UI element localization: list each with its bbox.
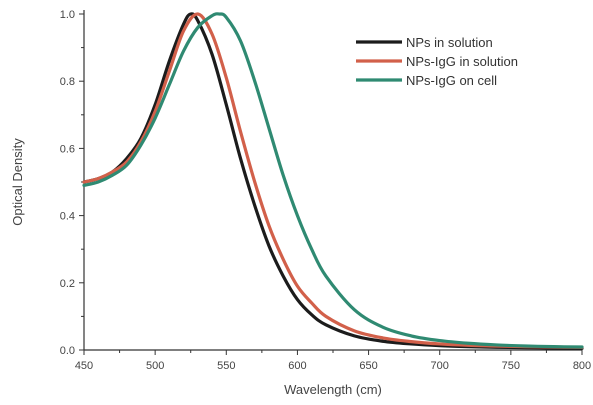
x-tick-label: 450 — [75, 360, 93, 372]
y-tick-label: 0.6 — [60, 143, 75, 155]
x-tick-label: 800 — [573, 360, 591, 372]
legend: NPs in solution NPs-IgG in solution NPs-Ig… — [356, 35, 518, 88]
x-tick-label: 500 — [146, 360, 164, 372]
ticks: 450 500 550 600 650 700 750 800 0.0 0.2 0.4 0.6 0.8 1… — [60, 9, 591, 372]
y-tick-label: 0.4 — [60, 211, 75, 223]
x-axis-label: Wavelength (cm) — [284, 382, 382, 397]
x-tick-label: 700 — [431, 360, 449, 372]
x-tick-label: 600 — [288, 360, 306, 372]
y-axis-label: Optical Density — [10, 138, 25, 226]
x-tick-label: 650 — [359, 360, 377, 372]
y-tick-label: 1.0 — [60, 9, 75, 21]
series-line-nps-igg-on-cell — [82, 12, 584, 349]
y-tick-label: 0.8 — [60, 76, 75, 88]
series-line-nps-igg-in-solution — [82, 12, 584, 349]
y-tick-label: 0.0 — [60, 345, 75, 357]
series-lines — [82, 12, 584, 350]
legend-label: NPs in solution — [406, 35, 493, 50]
x-tick-label: 550 — [217, 360, 235, 372]
legend-label: NPs-IgG in solution — [406, 54, 518, 69]
x-tick-label: 750 — [502, 360, 520, 372]
legend-label: NPs-IgG on cell — [406, 73, 497, 88]
y-tick-label: 0.2 — [60, 278, 75, 290]
